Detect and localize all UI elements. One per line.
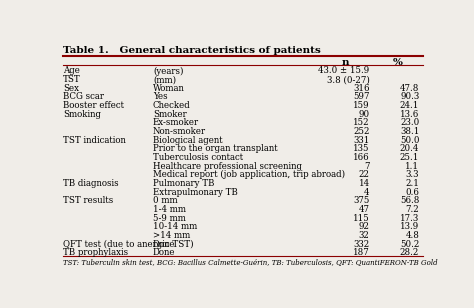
Text: Extrapulmonary TB: Extrapulmonary TB — [153, 188, 237, 197]
Text: 316: 316 — [353, 84, 370, 93]
Text: 1.1: 1.1 — [405, 162, 419, 171]
Text: 17.3: 17.3 — [400, 213, 419, 223]
Text: 159: 159 — [353, 101, 370, 110]
Text: Booster effect: Booster effect — [63, 101, 124, 110]
Text: Done: Done — [153, 240, 175, 249]
Text: 13.9: 13.9 — [400, 222, 419, 231]
Text: 3.8 (0-27): 3.8 (0-27) — [327, 75, 370, 84]
Text: Checked: Checked — [153, 101, 191, 110]
Text: (mm): (mm) — [153, 75, 176, 84]
Text: TB diagnosis: TB diagnosis — [63, 179, 118, 188]
Text: 14: 14 — [358, 179, 370, 188]
Text: Prior to the organ transplant: Prior to the organ transplant — [153, 144, 278, 153]
Text: 7: 7 — [364, 162, 370, 171]
Text: 13.6: 13.6 — [400, 110, 419, 119]
Text: 50.2: 50.2 — [400, 240, 419, 249]
Text: Tuberculosis contact: Tuberculosis contact — [153, 153, 243, 162]
Text: 90.3: 90.3 — [400, 92, 419, 101]
Text: Woman: Woman — [153, 84, 185, 93]
Text: 47: 47 — [359, 205, 370, 214]
Text: 0 mm: 0 mm — [153, 196, 178, 205]
Text: 10-14 mm: 10-14 mm — [153, 222, 197, 231]
Text: 24.1: 24.1 — [400, 101, 419, 110]
Text: 331: 331 — [353, 136, 370, 145]
Text: Ex-smoker: Ex-smoker — [153, 118, 199, 128]
Text: n: n — [342, 58, 349, 67]
Text: Sex: Sex — [63, 84, 79, 93]
Text: TST: TST — [63, 75, 81, 84]
Text: 597: 597 — [353, 92, 370, 101]
Text: Biological agent: Biological agent — [153, 136, 223, 145]
Text: 5-9 mm: 5-9 mm — [153, 213, 186, 223]
Text: 166: 166 — [353, 153, 370, 162]
Text: TB prophylaxis: TB prophylaxis — [63, 248, 128, 257]
Text: 4: 4 — [364, 188, 370, 197]
Text: 38.1: 38.1 — [400, 127, 419, 136]
Text: 187: 187 — [353, 248, 370, 257]
Text: 43.0 ± 15.9: 43.0 ± 15.9 — [319, 67, 370, 75]
Text: Age: Age — [63, 67, 80, 75]
Text: TST indication: TST indication — [63, 136, 126, 145]
Text: 56.8: 56.8 — [400, 196, 419, 205]
Text: >14 mm: >14 mm — [153, 231, 190, 240]
Text: Non-smoker: Non-smoker — [153, 127, 206, 136]
Text: %: % — [392, 58, 402, 67]
Text: 90: 90 — [358, 110, 370, 119]
Text: BCG scar: BCG scar — [63, 92, 104, 101]
Text: Yes: Yes — [153, 92, 167, 101]
Text: 115: 115 — [353, 213, 370, 223]
Text: 375: 375 — [353, 196, 370, 205]
Text: (years): (years) — [153, 67, 183, 75]
Text: 25.1: 25.1 — [400, 153, 419, 162]
Text: 4.8: 4.8 — [405, 231, 419, 240]
Text: Done: Done — [153, 248, 175, 257]
Text: 92: 92 — [359, 222, 370, 231]
Text: 135: 135 — [353, 144, 370, 153]
Text: Pulmonary TB: Pulmonary TB — [153, 179, 214, 188]
Text: 332: 332 — [354, 240, 370, 249]
Text: Table 1.   General characteristics of patients: Table 1. General characteristics of pati… — [63, 47, 321, 55]
Text: Healthcare professional screening: Healthcare professional screening — [153, 162, 302, 171]
Text: 28.2: 28.2 — [400, 248, 419, 257]
Text: 2.1: 2.1 — [405, 179, 419, 188]
Text: 50.0: 50.0 — [400, 136, 419, 145]
Text: 23.0: 23.0 — [400, 118, 419, 128]
Text: 7.2: 7.2 — [405, 205, 419, 214]
Text: Smoker: Smoker — [153, 110, 187, 119]
Text: 152: 152 — [353, 118, 370, 128]
Text: 1-4 mm: 1-4 mm — [153, 205, 186, 214]
Text: 252: 252 — [353, 127, 370, 136]
Text: 20.4: 20.4 — [400, 144, 419, 153]
Text: Medical report (job application, trip abroad): Medical report (job application, trip ab… — [153, 170, 345, 180]
Text: 0.6: 0.6 — [405, 188, 419, 197]
Text: Smoking: Smoking — [63, 110, 101, 119]
Text: 32: 32 — [359, 231, 370, 240]
Text: QFT test (due to anergic TST): QFT test (due to anergic TST) — [63, 240, 193, 249]
Text: 22: 22 — [359, 170, 370, 179]
Text: TST: Tuberculin skin test, BCG: Bacillus Calmette-Guérin, TB: Tuberculosis, QFT:: TST: Tuberculin skin test, BCG: Bacillus… — [63, 258, 438, 266]
Text: 3.3: 3.3 — [406, 170, 419, 179]
Text: TST results: TST results — [63, 196, 113, 205]
Text: 47.8: 47.8 — [400, 84, 419, 93]
